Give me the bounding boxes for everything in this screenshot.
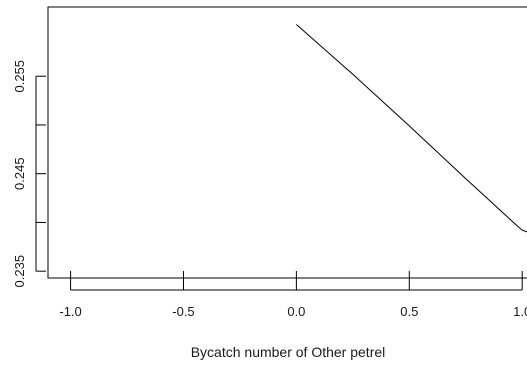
y-tick-label: 0.235: [12, 255, 27, 288]
x-axis-label: Bycatch number of Other petrel: [191, 344, 386, 360]
x-tick-label: -0.5: [172, 304, 194, 319]
series-line: [296, 24, 527, 233]
x-tick-label: -1.0: [59, 304, 81, 319]
x-tick-label: 0.0: [287, 304, 305, 319]
series-layer: [296, 24, 527, 233]
x-axis: -1.0 -0.5 0.0 0.5 1.0: [59, 271, 527, 319]
y-tick-label: 0.245: [12, 157, 27, 190]
y-tick-label: 0.255: [12, 60, 27, 93]
plot-frame: [47, 6, 527, 279]
x-tick-label: 0.5: [400, 304, 418, 319]
x-tick-label: 1.0: [513, 304, 527, 319]
y-axis: 0.235 0.245 0.255: [12, 60, 46, 288]
